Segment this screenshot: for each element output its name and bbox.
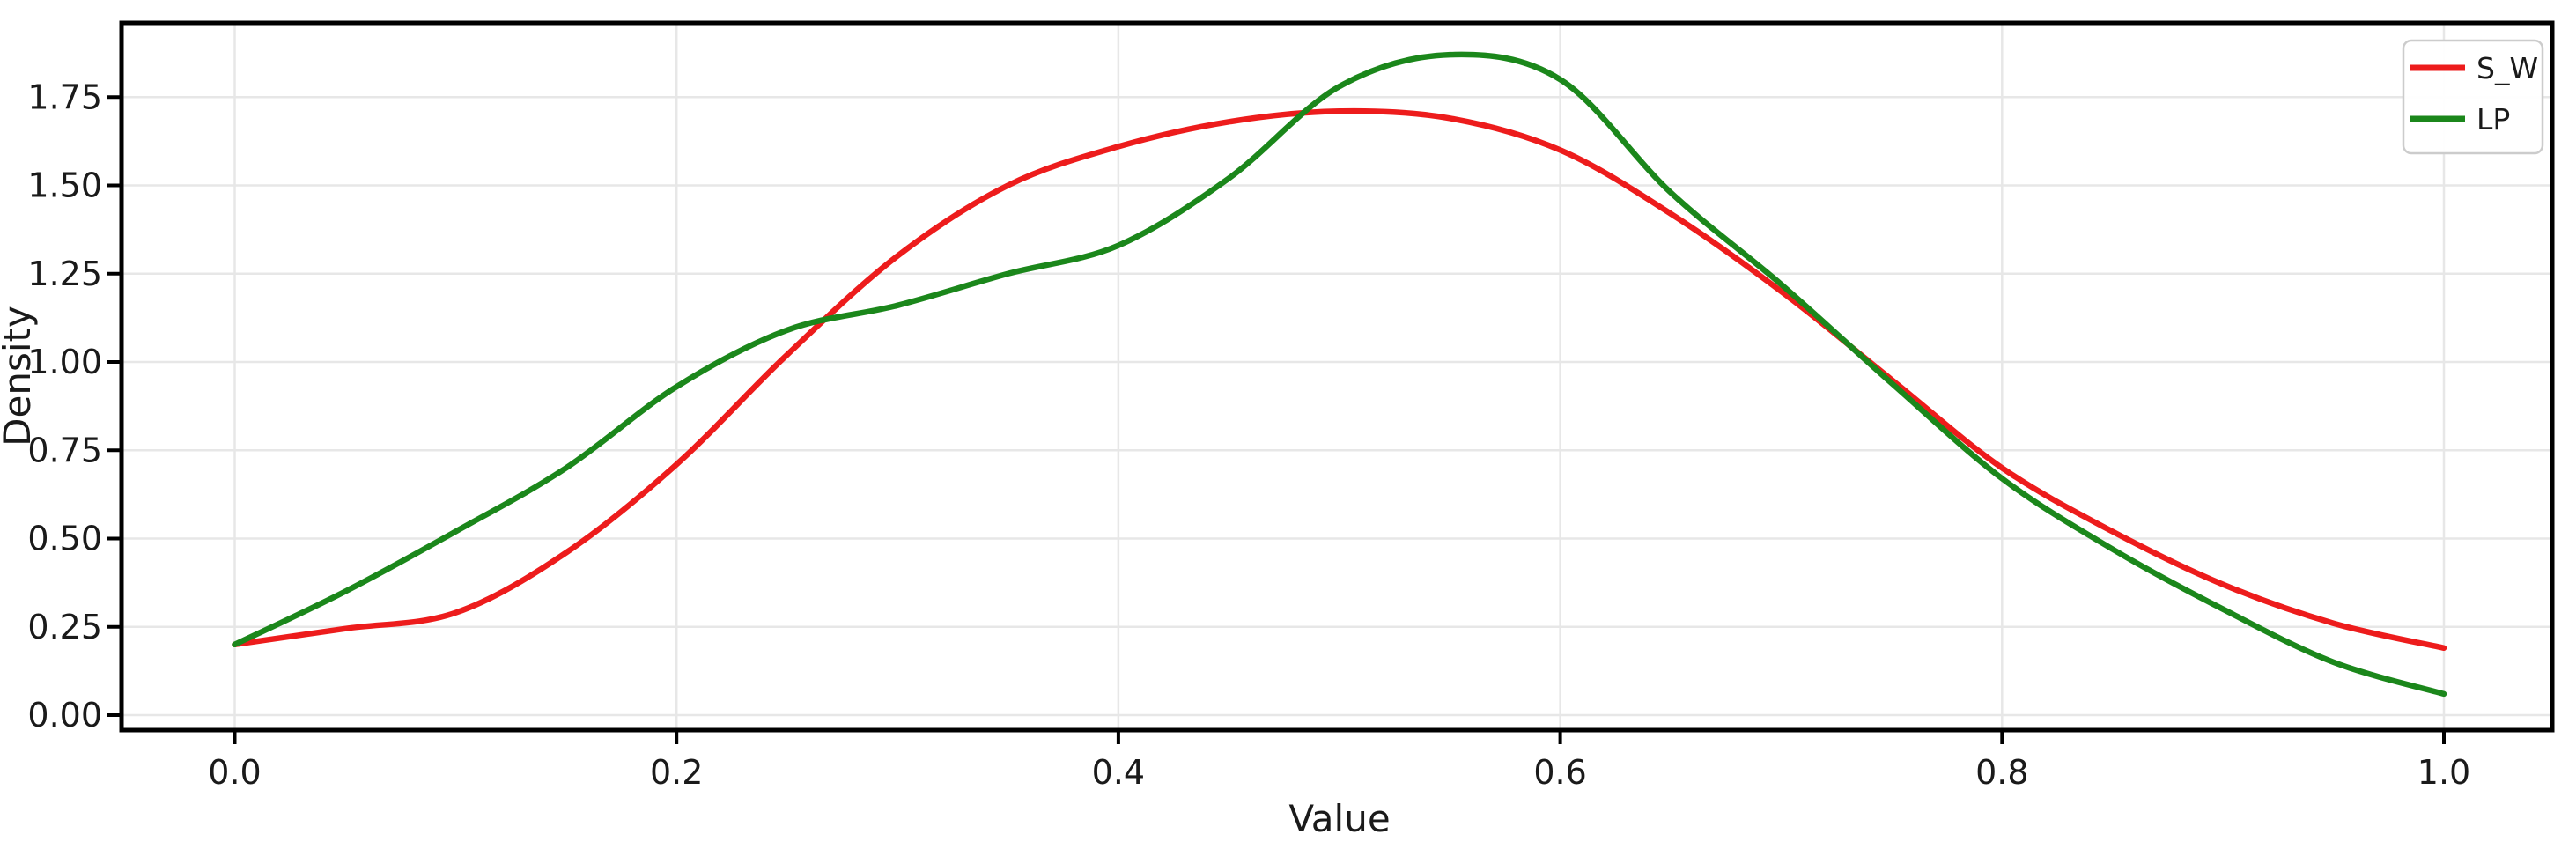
x-tick-label: 0.2: [650, 753, 703, 792]
x-axis-label: Value: [1288, 797, 1390, 840]
x-tick-label: 0.0: [208, 753, 261, 792]
y-tick-label: 0.75: [27, 431, 102, 469]
y-tick-label: 1.00: [27, 343, 102, 381]
y-tick-label: 1.75: [27, 78, 102, 116]
curve-layer: [232, 51, 2447, 698]
legend: S_W LP: [2402, 39, 2544, 155]
y-axis-label: Density: [0, 306, 39, 447]
y-tick-label: 1.50: [27, 166, 102, 205]
x-tick-label: 1.0: [2417, 753, 2470, 792]
y-tick-label: 1.25: [27, 255, 102, 293]
x-tick-label: 0.4: [1092, 753, 1145, 792]
tick-layer: 0.0 0.2 0.4 0.6 0.8 1.0 0.00 0.25 0.50 0.75 1.00 1.…: [27, 78, 2470, 792]
grid-layer: [122, 23, 2552, 730]
curve-lp: [232, 51, 2447, 698]
y-tick-label: 0.25: [27, 608, 102, 646]
legend-label-s-w: S_W: [2476, 51, 2538, 85]
curve-s_w: [232, 107, 2447, 652]
y-tick-label: 0.50: [27, 520, 102, 558]
legend-label-lp: LP: [2476, 102, 2510, 137]
x-tick-label: 0.8: [1975, 753, 2028, 792]
y-tick-label: 0.00: [27, 696, 102, 735]
x-tick-label: 0.6: [1533, 753, 1586, 792]
axes-spines: [119, 20, 2555, 733]
